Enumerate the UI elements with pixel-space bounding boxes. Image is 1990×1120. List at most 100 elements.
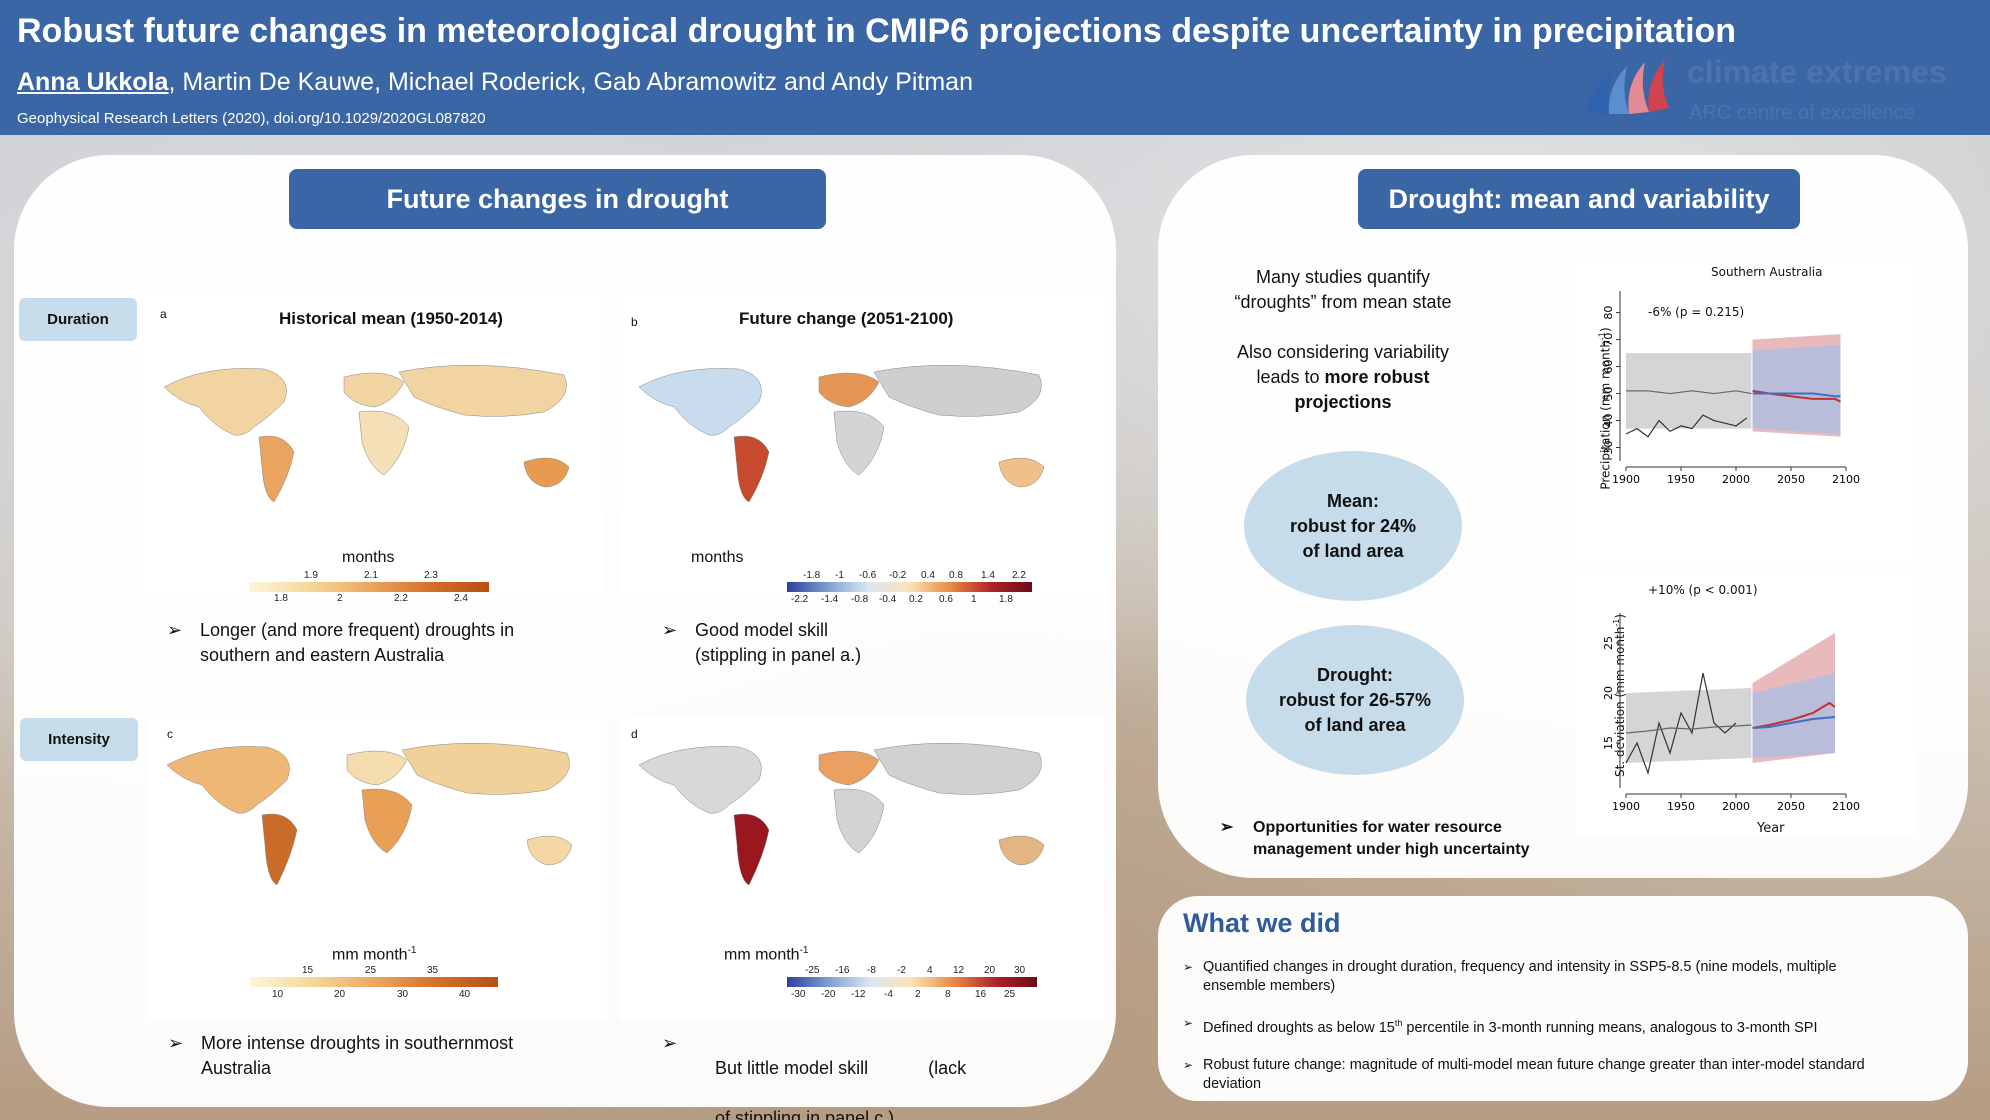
variability-text-line2b: more robust: [1324, 367, 1430, 387]
series-line-3: [1752, 392, 1841, 398]
cb-b-tick-bottom-4: -0.4: [879, 594, 897, 605]
world-map-b: [638, 364, 1045, 503]
y-tick-label: 15: [1602, 736, 1615, 750]
cb-d-tick-bottom-8: 25: [1004, 989, 1016, 1000]
cb-b-tick-top-7: 1.4: [981, 570, 995, 581]
series-line-1: [1626, 390, 1752, 395]
cb-d-tick-top-5: 4: [927, 965, 933, 976]
series-line-2: [1752, 701, 1836, 729]
x-tick-label: 2050: [1777, 473, 1805, 486]
cb-d-tick-top-7: 20: [984, 965, 996, 976]
map-d-unit-main: mm month: [724, 946, 800, 964]
bullet-good-skill: Good model skill (stippling in panel a.): [662, 618, 1002, 668]
bullet-good-skill-line1: Good model skill: [695, 620, 829, 640]
cb-b-tick-bottom-2: -1.4: [821, 594, 839, 605]
panel-letter-a: a: [160, 307, 167, 321]
map-panel-a: a Historical mean (1950-2014) months 1.9…: [144, 297, 604, 604]
bullet-intense-droughts-line1: More intense droughts in southernmost: [201, 1033, 514, 1053]
y-tick-label: 50: [1602, 387, 1615, 401]
colorbar-c: [250, 977, 498, 987]
cb-d-tick-top-8: 30: [1014, 965, 1026, 976]
bullet-good-skill-line2: (stippling in panel a.): [695, 645, 862, 665]
cb-a-tick-bottom-2: 2: [337, 593, 343, 604]
series-line-3: [1752, 716, 1836, 729]
map-b-unit: months: [691, 549, 744, 566]
cb-c-tick-top-2: 25: [365, 965, 377, 976]
y-tick-label: 20: [1602, 686, 1615, 700]
bullet-opportunities: Opportunities for water resource managem…: [1220, 817, 1560, 861]
cb-b-tick-top-8: 2.2: [1012, 570, 1026, 581]
future-changes-panel: Future changes in drought Duration Inten…: [14, 155, 1116, 1120]
cb-b-tick-bottom-7: 1: [971, 594, 977, 605]
bullet-defined: Defined droughts as below 15th percentil…: [1183, 1014, 1943, 1038]
cb-d-tick-bottom-1: -30: [791, 989, 806, 1000]
x-tick-label: 2100: [1832, 473, 1860, 486]
y-tick-label: 70: [1602, 333, 1615, 347]
map-d-unit: mm month-1: [724, 945, 808, 964]
studies-text-line2: “droughts” from mean state: [1234, 292, 1452, 312]
climate-extremes-logo: climate extremes ARC centre of excellenc…: [1575, 52, 1975, 127]
cb-c-tick-bottom-2: 20: [334, 989, 346, 1000]
bullet-robust-change-line1: Robust future change: magnitude of multi…: [1203, 1057, 1865, 1073]
author-list: Anna Ukkola, Martin De Kauwe, Michael Ro…: [17, 68, 973, 97]
x-tick-label: 1900: [1612, 800, 1640, 813]
cb-b-tick-top-5: 0.4: [921, 570, 935, 581]
cb-d-tick-top-3: -8: [867, 965, 876, 976]
cb-b-tick-bottom-3: -0.8: [851, 594, 869, 605]
map-b-title: Future change (2051-2100): [739, 309, 954, 328]
y-tick-label: 80: [1602, 306, 1615, 320]
poster-header: Robust future changes in meteorological …: [0, 0, 1990, 135]
cb-b-tick-top-4: -0.2: [889, 570, 907, 581]
map-a-unit: months: [342, 549, 395, 566]
y-tick-label: 40: [1602, 414, 1615, 428]
drought-oval-line3: of land area: [1304, 714, 1406, 735]
cb-d-tick-top-6: 12: [953, 965, 965, 976]
bullet-longer-droughts: Longer (and more frequent) droughts in s…: [167, 618, 587, 668]
lead-author-link[interactable]: Anna Ukkola: [17, 68, 169, 96]
bullet-quantified: Quantified changes in drought duration, …: [1183, 958, 1943, 996]
future-changes-heading: Future changes in drought: [289, 169, 826, 229]
map-panel-b: b Future change (2051-2100) months -1.8 …: [619, 297, 1104, 605]
studies-text-line1: Many studies quantify: [1255, 267, 1431, 287]
map-c-unit-main: mm month: [332, 946, 408, 964]
world-map-a: [163, 364, 570, 503]
drought-oval-line2: robust for 26-57%: [1278, 689, 1432, 710]
bullet-intense-droughts: More intense droughts in southernmost Au…: [168, 1031, 588, 1081]
cb-a-tick-top-2: 2.1: [364, 570, 378, 581]
variability-text-line3: projections: [1294, 392, 1392, 412]
chart2-annotation: +10% (p < 0.001): [1648, 583, 1758, 597]
bullet-little-skill-line2: of stippling in panel c.): [715, 1108, 895, 1120]
bullet-longer-droughts-line2: southern and eastern Australia: [200, 645, 445, 665]
bullet-defined-pre: Defined droughts as below 15: [1203, 1019, 1395, 1036]
cb-d-tick-bottom-5: 2: [915, 989, 921, 1000]
x-tick-label: 2050: [1777, 800, 1805, 813]
cb-d-tick-top-2: -16: [835, 965, 850, 976]
bullet-opportunities-line1: Opportunities for water resource: [1253, 819, 1502, 836]
variability-text: Also considering variability leads to mo…: [1208, 340, 1478, 415]
cb-d-tick-bottom-7: 16: [975, 989, 987, 1000]
panel-letter-c: c: [167, 727, 173, 741]
bullet-little-skill: But little model skill (lack of stipplin…: [662, 1031, 1022, 1120]
chart1-title: Southern Australia: [1711, 265, 1823, 279]
co-authors: , Martin De Kauwe, Michael Roderick, Gab…: [168, 68, 973, 96]
cb-c-tick-top-1: 15: [302, 965, 314, 976]
bullet-defined-post: percentile in 3-month running means, ana…: [1402, 1019, 1818, 1036]
cb-d-tick-top-4: -2: [897, 965, 906, 976]
citation: Geophysical Research Letters (2020), doi…: [17, 110, 486, 127]
cb-a-tick-bottom-1: 1.8: [274, 593, 288, 604]
what-we-did-panel: What we did Quantified changes in drough…: [1158, 896, 1968, 1101]
bullet-intense-droughts-line2: Australia: [201, 1058, 272, 1078]
x-tick-label: 1950: [1667, 473, 1695, 486]
cb-b-tick-top-1: -1.8: [803, 570, 821, 581]
bullet-defined-sup: th: [1394, 1018, 1403, 1028]
uncertainty-band-2: [1752, 344, 1841, 435]
map-a-title: Historical mean (1950-2014): [279, 309, 503, 328]
what-we-did-heading: What we did: [1183, 908, 1341, 938]
colorbar-a: [249, 582, 489, 592]
x-tick-label: 2000: [1722, 473, 1750, 486]
cb-b-tick-bottom-5: 0.2: [909, 594, 923, 605]
cb-a-tick-bottom-4: 2.4: [454, 593, 468, 604]
chart2-plot: 1900 1950 2000 2050 2100 15 20 25: [1602, 613, 1860, 813]
map-panel-c: c mm month-1 15 25 35 10 20 30 40: [147, 715, 607, 1020]
colorbar-d: [787, 977, 1037, 987]
